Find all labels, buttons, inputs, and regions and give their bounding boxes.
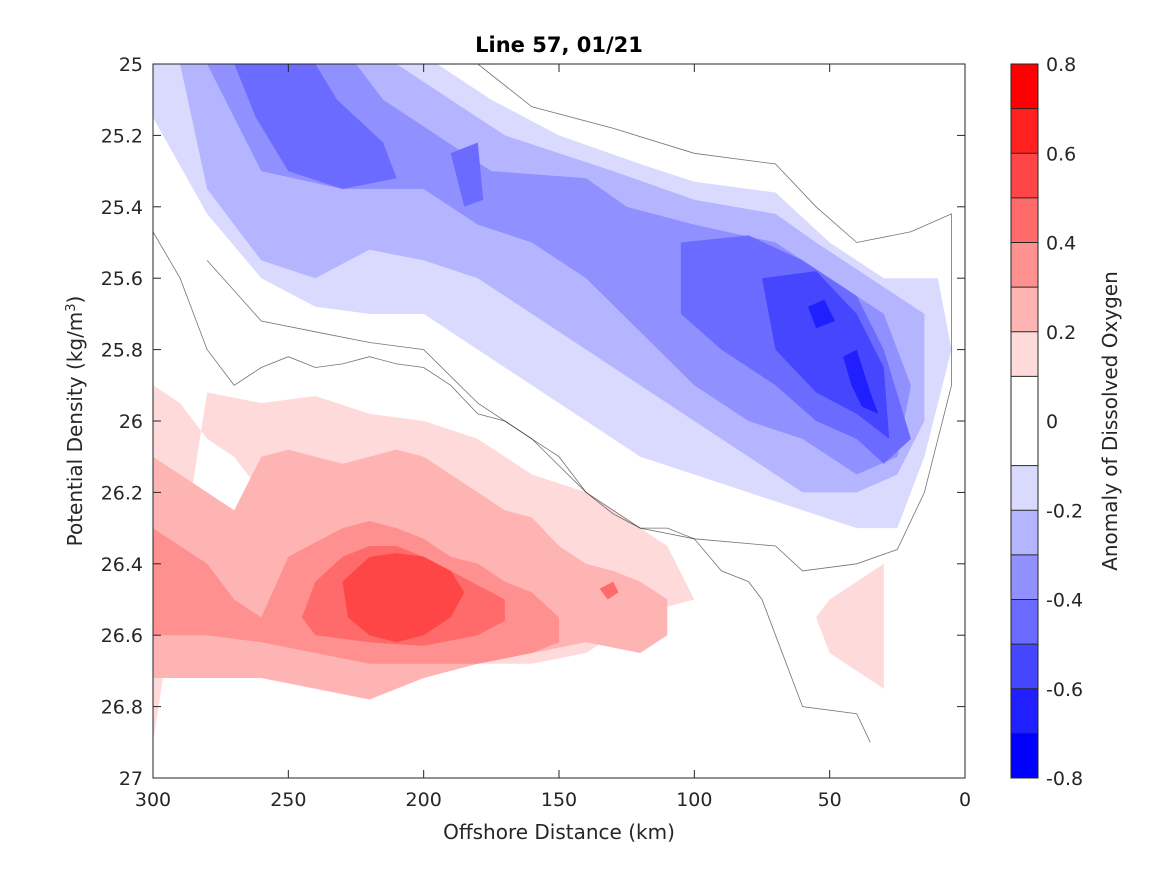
x-tick-label: 200 bbox=[406, 789, 442, 811]
contour-region-17 bbox=[843, 349, 879, 414]
x-tick-label: 50 bbox=[818, 789, 842, 811]
contour-regions bbox=[153, 64, 952, 743]
colorbar-tick-label: 0.8 bbox=[1046, 54, 1076, 76]
y-tick-label: 26 bbox=[119, 411, 143, 433]
y-tick-label: 25.8 bbox=[101, 340, 143, 362]
colorbar-band bbox=[1011, 376, 1038, 466]
colorbar-band bbox=[1011, 644, 1038, 689]
y-tick-label: 26.8 bbox=[101, 697, 143, 719]
contour-region-12 bbox=[234, 64, 397, 189]
y-axis-label-superscript: 3 bbox=[64, 303, 79, 311]
x-axis-ticks: 300 250 200 150 100 50 0 bbox=[135, 64, 971, 811]
y-tick-label: 25.2 bbox=[101, 125, 143, 147]
chart-title: Line 57, 01/21 bbox=[475, 33, 643, 57]
colorbar-band bbox=[1011, 465, 1038, 511]
x-tick-label: 150 bbox=[541, 789, 577, 811]
colorbar-band bbox=[1011, 554, 1038, 600]
colorbar-band bbox=[1011, 287, 1038, 332]
zero-contour-line-1 bbox=[153, 64, 952, 572]
contour-region-6 bbox=[599, 581, 619, 600]
colorbar-frame bbox=[1010, 63, 1039, 779]
colorbar-band bbox=[1011, 331, 1038, 377]
colorbar-band bbox=[1011, 688, 1038, 734]
colorbar-band bbox=[1011, 242, 1038, 288]
y-tick-label: 26.6 bbox=[101, 625, 143, 647]
colorbar-tick-label: 0 bbox=[1046, 411, 1058, 433]
contour-region-7 bbox=[342, 553, 465, 643]
y-axis-label-main: Potential Density (kg/m bbox=[63, 312, 87, 547]
colorbar-band bbox=[1011, 153, 1038, 198]
y-tick-label: 27 bbox=[119, 768, 143, 790]
colorbar-band bbox=[1011, 510, 1038, 555]
colorbar-label: Anomaly of Dissolved Oxygen bbox=[1098, 271, 1122, 571]
y-axis-label-close: ) bbox=[63, 296, 87, 304]
colorbar-band bbox=[1011, 197, 1038, 243]
colorbar-tick-label: -0.4 bbox=[1046, 590, 1083, 612]
x-tick-label: 0 bbox=[959, 789, 971, 811]
contour-region-2 bbox=[816, 563, 884, 689]
colorbar-tick-label: 0.4 bbox=[1046, 233, 1076, 255]
x-tick-label: 250 bbox=[270, 789, 306, 811]
y-tick-label: 25.4 bbox=[101, 197, 143, 219]
x-tick-label: 100 bbox=[676, 789, 712, 811]
colorbar-band bbox=[1011, 599, 1038, 645]
x-axis-label: Offshore Distance (km) bbox=[443, 820, 675, 844]
colorbar-tick-label: 0.6 bbox=[1046, 143, 1076, 165]
colorbar-tick-label: -0.2 bbox=[1046, 500, 1083, 522]
colorbar: 0.8 0.6 0.4 0.2 0 -0.2 -0.4 -0.6 -0.8 bbox=[1010, 54, 1083, 790]
y-tick-label: 25.6 bbox=[101, 268, 143, 290]
y-tick-label: 26.4 bbox=[101, 554, 143, 576]
y-axis-ticks: 25 25.2 25.4 25.6 25.8 26 26.2 26.4 26.6 26.8 27 bbox=[101, 54, 965, 790]
y-axis-label: Potential Density (kg/m3) bbox=[63, 296, 87, 547]
colorbar-tick-label: -0.8 bbox=[1046, 768, 1083, 790]
colorbar-band bbox=[1011, 108, 1038, 154]
colorbar-tick-label: -0.6 bbox=[1046, 679, 1083, 701]
y-tick-label: 25 bbox=[119, 54, 143, 76]
contour-region-16 bbox=[808, 299, 836, 329]
colorbar-band bbox=[1011, 733, 1038, 778]
colorbar-band bbox=[1011, 64, 1038, 109]
y-tick-label: 26.2 bbox=[101, 482, 143, 504]
contour-region-13 bbox=[450, 142, 484, 207]
colorbar-tick-label: 0.2 bbox=[1046, 322, 1076, 344]
x-tick-label: 300 bbox=[135, 789, 171, 811]
